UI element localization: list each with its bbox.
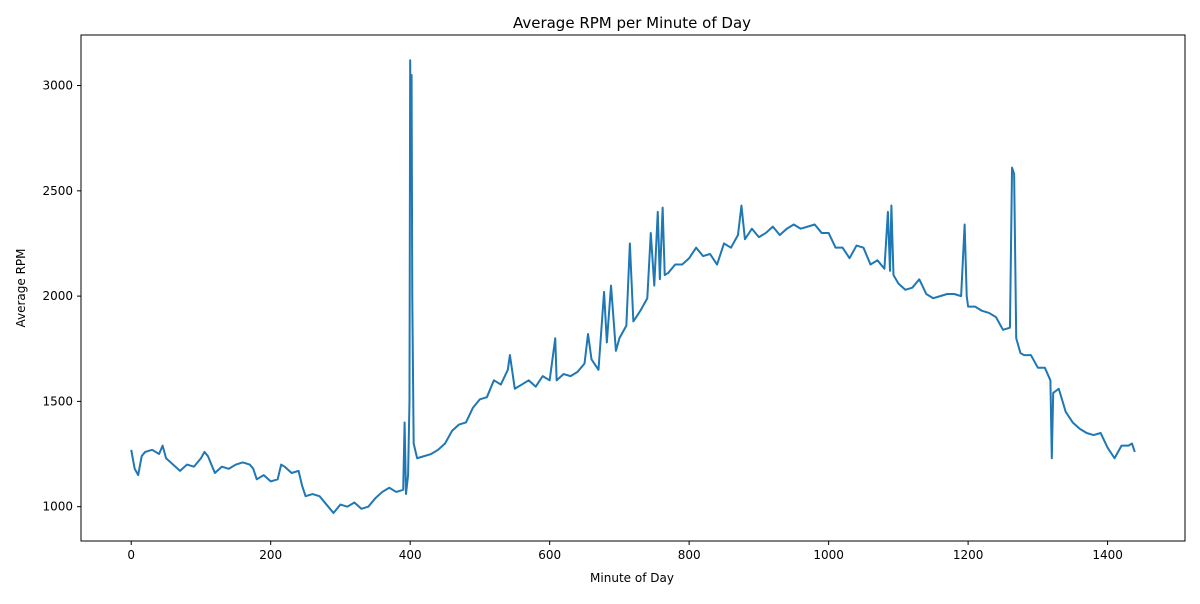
x-tick-label: 600 xyxy=(538,548,561,562)
x-axis-label: Minute of Day xyxy=(590,571,674,585)
x-tick-label: 1000 xyxy=(813,548,844,562)
y-tick-label: 1500 xyxy=(42,394,73,408)
x-tick-label: 1400 xyxy=(1092,548,1123,562)
line xyxy=(130,59,1136,514)
plot-frame xyxy=(80,34,1186,542)
y-tick-label: 2000 xyxy=(42,289,73,303)
x-tick-label: 0 xyxy=(127,548,135,562)
x-tick-label: 200 xyxy=(259,548,282,562)
y-tick-label: 1000 xyxy=(42,500,73,514)
chart-title: Average RPM per Minute of Day xyxy=(513,14,751,32)
x-tick-label: 800 xyxy=(678,548,701,562)
y-axis-label: Average RPM xyxy=(14,248,28,327)
y-tick-label: 2500 xyxy=(42,184,73,198)
y-tick-label: 3000 xyxy=(42,79,73,93)
x-tick-label: 1200 xyxy=(953,548,984,562)
x-tick-label: 400 xyxy=(399,548,422,562)
